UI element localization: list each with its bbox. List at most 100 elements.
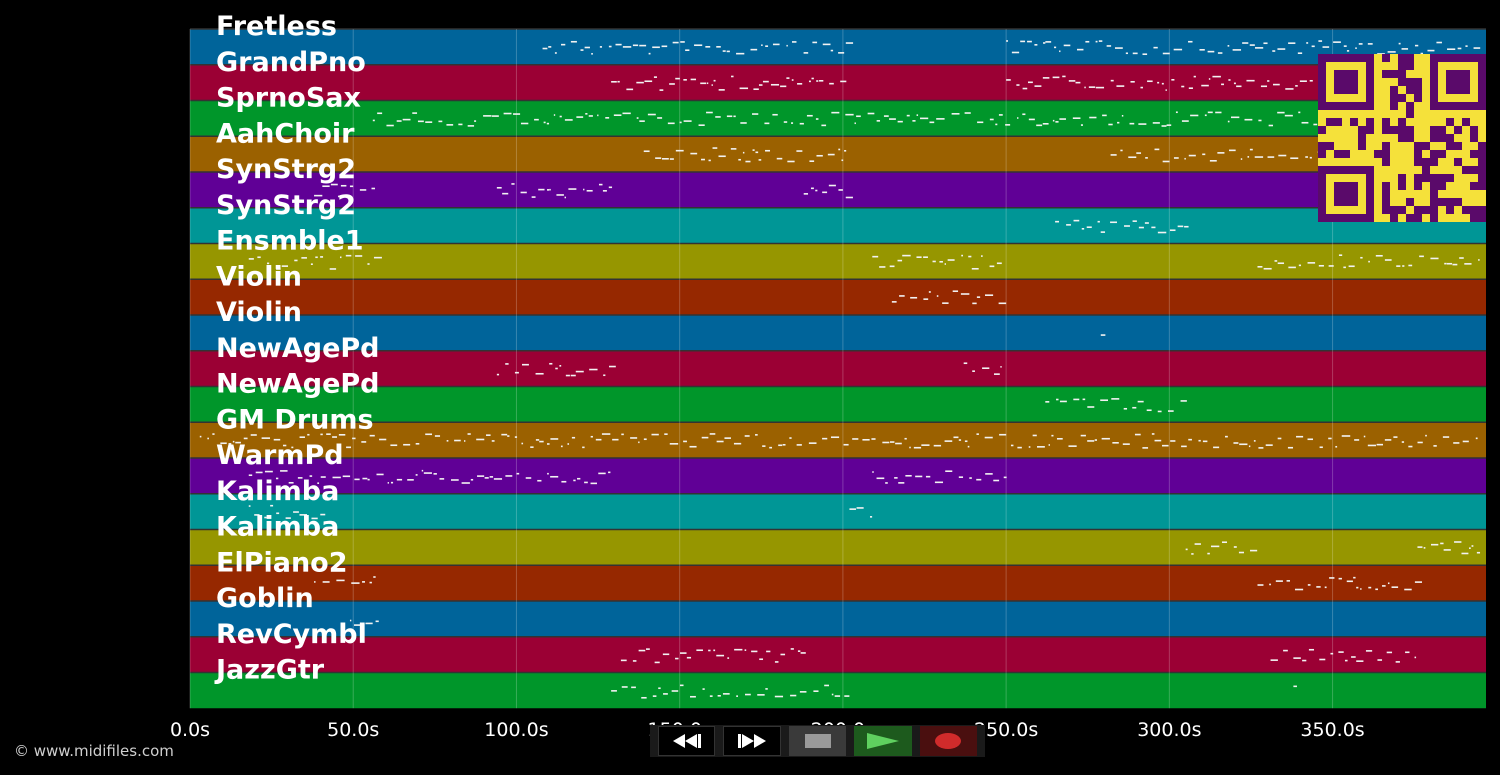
- note-mark: [679, 121, 682, 124]
- note-mark: [311, 517, 318, 520]
- note-mark: [1285, 88, 1294, 90]
- note-mark: [1307, 438, 1314, 441]
- record-button[interactable]: [919, 726, 977, 756]
- note-mark: [491, 440, 495, 442]
- note-mark: [1110, 221, 1117, 224]
- note-mark: [280, 470, 288, 472]
- note-mark: [571, 436, 576, 439]
- note-mark: [1443, 549, 1451, 551]
- note-mark: [1328, 437, 1332, 440]
- note-mark: [1188, 40, 1193, 43]
- note-mark: [641, 696, 647, 699]
- note-mark: [831, 693, 834, 696]
- note-mark: [1217, 52, 1223, 54]
- track-label: AahChoir: [216, 118, 355, 149]
- note-mark: [631, 686, 636, 689]
- note-mark: [1335, 445, 1338, 448]
- note-mark: [570, 40, 577, 43]
- stop-button[interactable]: [788, 726, 847, 756]
- note-mark: [638, 441, 640, 444]
- note-mark: [1423, 547, 1426, 549]
- note-mark: [976, 433, 979, 435]
- note-mark: [646, 648, 650, 650]
- time-tick-label: 0.0s: [170, 719, 210, 741]
- note-mark: [212, 433, 215, 435]
- note-mark: [1094, 439, 1097, 441]
- note-mark: [1059, 50, 1061, 53]
- note-mark: [372, 119, 375, 122]
- note-mark: [1277, 262, 1285, 265]
- note-mark: [1120, 149, 1123, 152]
- note-mark: [1037, 446, 1045, 448]
- note-mark: [376, 473, 384, 476]
- note-mark: [403, 443, 411, 446]
- note-mark: [782, 443, 786, 446]
- note-mark: [744, 435, 750, 437]
- qr-code-icon[interactable]: [1318, 54, 1486, 222]
- note-mark: [744, 693, 751, 696]
- note-mark: [1354, 439, 1360, 441]
- note-mark: [329, 268, 337, 270]
- note-mark: [819, 79, 824, 82]
- note-mark: [1088, 86, 1096, 88]
- note-mark: [809, 160, 815, 163]
- note-mark: [797, 650, 801, 652]
- note-mark: [967, 445, 970, 448]
- note-mark: [1181, 85, 1185, 88]
- track-lane: [190, 64, 1486, 101]
- note-mark: [984, 436, 993, 439]
- note-mark: [1268, 124, 1274, 127]
- note-mark: [584, 46, 590, 49]
- note-mark: [291, 446, 294, 449]
- note-mark: [371, 187, 376, 190]
- note-mark: [1267, 156, 1275, 158]
- note-mark: [1080, 434, 1086, 437]
- note-mark: [1145, 157, 1148, 159]
- note-mark: [207, 437, 209, 440]
- note-mark: [554, 52, 557, 54]
- note-mark: [745, 160, 751, 163]
- note-mark: [1052, 119, 1055, 122]
- note-mark: [709, 695, 713, 697]
- note-mark: [1032, 434, 1037, 437]
- note-mark: [1098, 40, 1103, 42]
- note-mark: [1401, 441, 1405, 443]
- note-mark: [672, 41, 679, 44]
- note-mark: [549, 188, 551, 191]
- note-mark: [849, 508, 857, 510]
- note-mark: [1211, 545, 1220, 548]
- note-mark: [1006, 40, 1009, 42]
- note-mark: [588, 115, 593, 117]
- play-icon: [866, 733, 899, 749]
- note-mark: [1144, 222, 1149, 224]
- note-mark: [520, 122, 529, 125]
- track-lane: [190, 243, 1486, 280]
- note-mark: [359, 189, 367, 191]
- note-mark: [402, 118, 411, 121]
- note-mark: [1233, 442, 1239, 444]
- note-mark: [514, 371, 519, 374]
- note-mark: [1258, 119, 1262, 122]
- play-button[interactable]: [854, 726, 912, 756]
- note-mark: [1248, 445, 1251, 448]
- note-mark: [589, 368, 598, 371]
- note-mark: [995, 123, 998, 126]
- note-mark: [683, 120, 692, 122]
- note-mark: [1073, 219, 1080, 222]
- note-mark: [1346, 50, 1350, 52]
- rewind-button[interactable]: [658, 726, 716, 756]
- note-mark: [1452, 263, 1458, 266]
- note-mark: [446, 440, 449, 442]
- note-mark: [261, 437, 271, 439]
- note-mark: [1260, 85, 1268, 88]
- note-mark: [560, 445, 563, 448]
- note-mark: [591, 53, 593, 55]
- note-mark: [282, 444, 287, 447]
- note-mark: [972, 302, 977, 305]
- note-mark: [663, 693, 668, 695]
- note-mark: [840, 80, 847, 83]
- time-tick-label: 250.0s: [974, 719, 1038, 741]
- note-mark: [669, 83, 675, 85]
- fast-forward-button[interactable]: [723, 726, 781, 756]
